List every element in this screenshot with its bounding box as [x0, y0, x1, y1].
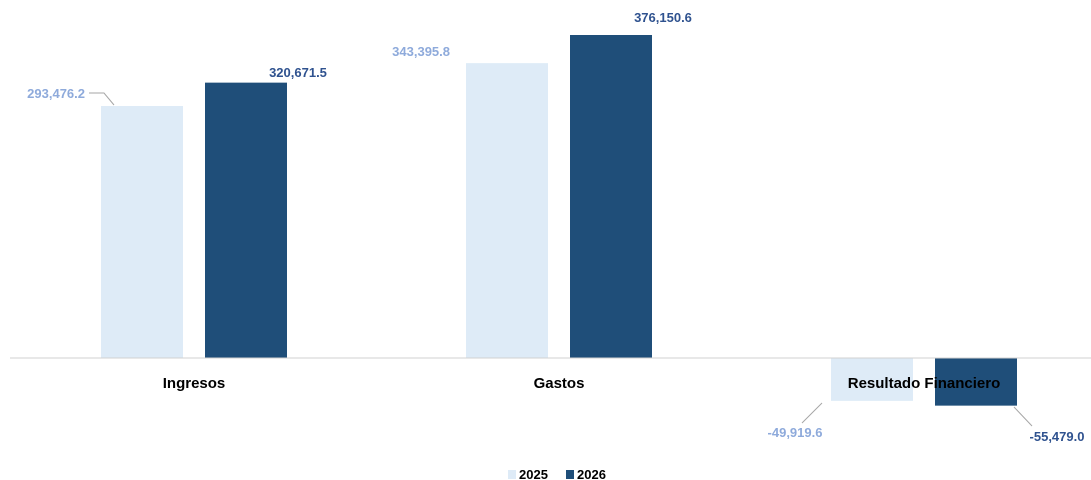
- bar-ingresos-2026: [205, 82, 287, 358]
- legend-label-2026: 2026: [577, 467, 606, 480]
- data-label-ingresos-2026: 320,671.5: [269, 65, 327, 80]
- category-labels-group: Ingresos Gastos Resultado Financiero: [163, 375, 1001, 392]
- data-label-gastos-2026: 376,150.6: [634, 10, 692, 25]
- bar-ingresos-2025: [101, 105, 183, 358]
- data-label-gastos-2025: 343,395.8: [392, 44, 450, 59]
- legend-swatch-2026: [566, 470, 574, 479]
- bar-gastos-2026: [570, 35, 652, 358]
- bar-resultado-financiero-2025: [831, 358, 913, 401]
- data-label-ingresos-2025: 293,476.2: [27, 86, 85, 101]
- category-label-ingresos: Ingresos: [163, 375, 226, 392]
- legend-swatch-2025: [508, 470, 516, 479]
- leader-line-resultado-financiero-2025: [801, 402, 823, 424]
- category-label-resultado-financiero: Resultado Financiero: [848, 375, 1001, 392]
- data-label-resultado-financiero-2026: -55,479.0: [1030, 429, 1085, 444]
- legend-label-2025: 2025: [519, 467, 548, 480]
- bar-resultado-financiero-2026: [935, 358, 1017, 406]
- bar-gastos-2025: [466, 63, 548, 359]
- data-label-resultado-financiero-2025: -49,919.6: [768, 425, 823, 440]
- data-labels-group: 293,476.2 320,671.5 343,395.8 376,150.6 -49,…: [27, 10, 1084, 444]
- leader-lines-group: [89, 92, 1033, 427]
- legend: 2025 2026: [508, 467, 606, 480]
- leader-line-resultado-financiero-2026: [1013, 406, 1033, 427]
- leader-line-ingresos-2025: [89, 92, 115, 106]
- category-label-gastos: Gastos: [534, 375, 585, 392]
- bars-group: [101, 35, 1017, 406]
